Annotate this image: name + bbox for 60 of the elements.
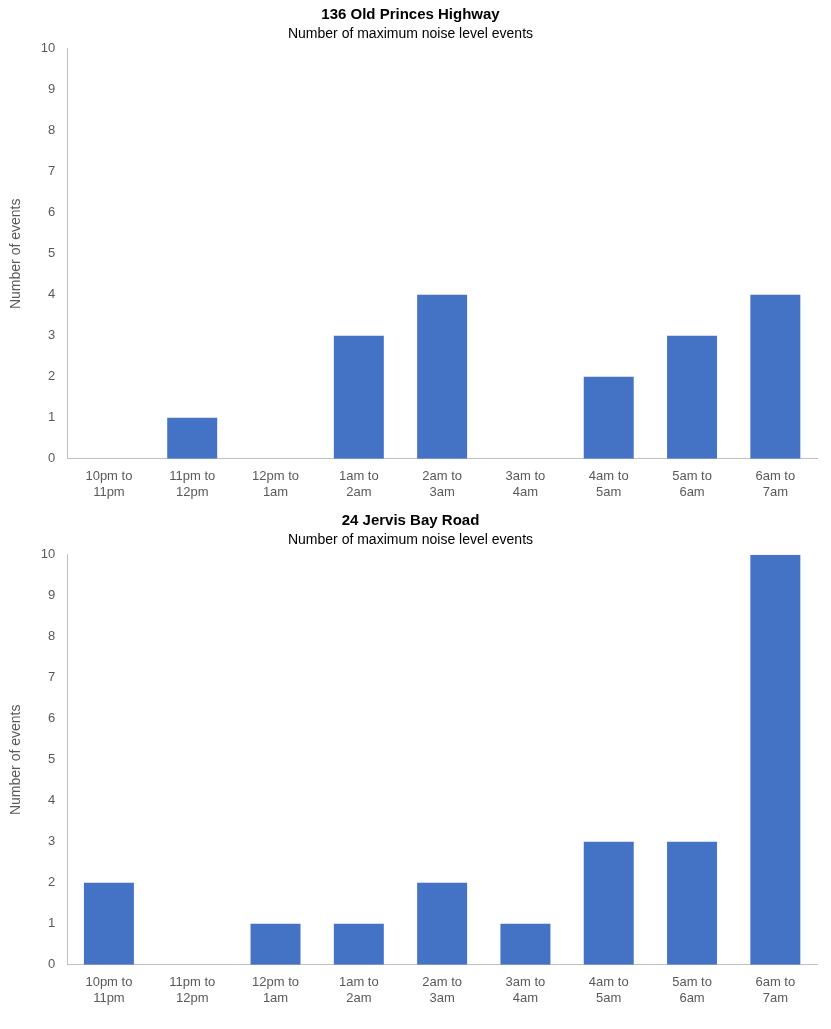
y-tick-label: 4 [48,286,56,302]
y-tick-label: 1 [48,409,56,425]
y-tick-label: 2 [48,368,56,384]
bar [333,335,384,459]
y-axis-title: Number of events [7,198,24,310]
bar [667,335,718,459]
y-tick-label: 0 [48,956,56,972]
bar [167,417,218,459]
y-tick-label: 9 [48,587,56,603]
x-tick-label: 12pm to 1am [252,974,300,1005]
bar [750,294,801,459]
x-tick-label: 11pm to 12pm [169,468,216,499]
y-tick-label: 0 [48,450,56,466]
y-tick-label: 6 [48,204,56,220]
x-tick-label: 12pm to 1am [252,468,300,499]
y-tick-label: 8 [48,628,56,644]
y-tick-label: 10 [40,546,56,562]
y-tick-label: 7 [48,163,56,179]
y-tick-label: 8 [48,122,56,138]
x-tick-label: 10pm to 11pm [85,974,133,1005]
bar [417,882,468,965]
chart-subtitle: Number of maximum noise level events [287,531,534,548]
y-tick-label: 1 [48,915,56,931]
bar [83,882,134,965]
y-tick-label: 10 [40,40,56,56]
y-tick-label: 5 [48,245,56,261]
x-tick-label: 2am to 3am [422,974,462,1005]
bar [333,923,384,965]
x-tick-label: 5am to 6am [672,468,712,499]
y-tick-label: 5 [48,751,56,767]
y-tick-label: 2 [48,874,56,890]
bar [417,294,468,459]
y-tick-label: 7 [48,669,56,685]
bar [750,554,801,965]
bar [250,923,301,965]
x-tick-label: 3am to 4am [505,468,546,499]
x-tick-label: 6am to 7am [755,974,796,1005]
x-tick-label: 2am to 3am [422,468,462,499]
x-tick-label: 3am to 4am [505,974,546,1005]
x-tick-label: 10pm to 11pm [85,468,133,499]
x-tick-label: 1am to 2am [338,974,379,1005]
bar [667,841,718,965]
y-tick-label: 9 [48,81,56,97]
bar [583,841,634,965]
x-tick-label: 4am to 5am [588,974,629,1005]
y-tick-label: 3 [48,327,56,343]
chart-subtitle: Number of maximum noise level events [287,25,534,42]
y-tick-label: 3 [48,833,56,849]
x-tick-label: 11pm to 12pm [169,974,216,1005]
chart-title: 136 Old Princes Highway [321,5,501,23]
y-axis-title: Number of events [7,704,24,816]
bar [583,376,634,459]
x-tick-label: 4am to 5am [588,468,629,499]
x-tick-label: 1am to 2am [338,468,379,499]
x-tick-label: 6am to 7am [755,468,796,499]
y-tick-label: 6 [48,710,56,726]
chart-title: 24 Jervis Bay Road [341,511,480,529]
bar [500,923,551,965]
x-tick-label: 5am to 6am [672,974,712,1005]
y-tick-label: 4 [48,792,56,808]
